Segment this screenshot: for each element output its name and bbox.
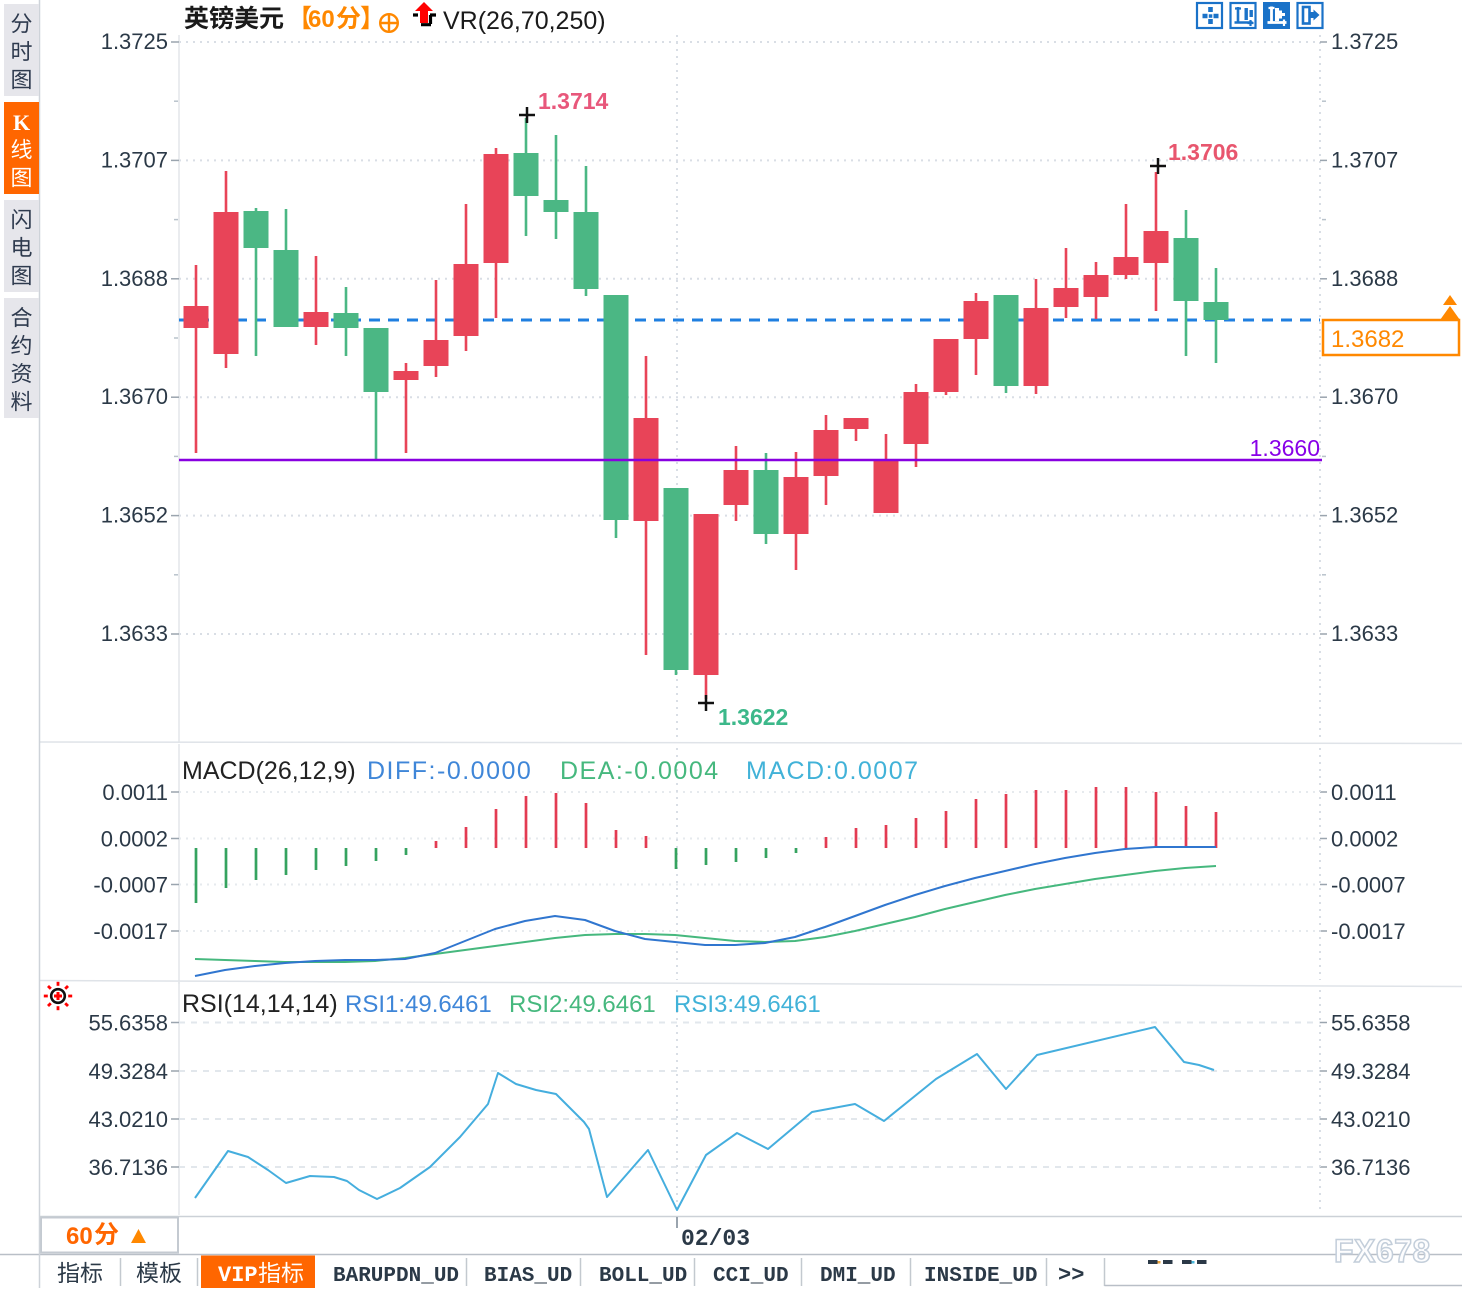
svg-text:RSI1:49.6461: RSI1:49.6461 [345,991,492,1018]
svg-text:CCI_UD: CCI_UD [713,1265,789,1288]
svg-text:0.0011: 0.0011 [1331,780,1397,805]
svg-text:1.3633: 1.3633 [1331,621,1398,646]
svg-text:1.3688: 1.3688 [101,266,168,291]
svg-text:-0.0017: -0.0017 [1331,919,1406,944]
svg-text:BIAS_UD: BIAS_UD [484,1265,572,1288]
svg-text:43.0210: 43.0210 [1331,1107,1411,1132]
svg-text:1.3652: 1.3652 [101,503,168,528]
svg-text:02/03: 02/03 [681,1226,750,1252]
svg-text:RSI(14,14,14): RSI(14,14,14) [182,990,338,1018]
svg-text:49.3284: 49.3284 [1331,1059,1411,1084]
svg-text:DMI_UD: DMI_UD [820,1265,896,1288]
svg-text:55.6358: 55.6358 [88,1011,168,1036]
svg-text:1.3707: 1.3707 [101,147,168,172]
svg-text:1.3622: 1.3622 [718,704,788,730]
svg-text:43.0210: 43.0210 [88,1107,168,1132]
svg-text:VIP: VIP [218,1263,258,1288]
svg-text:1.3660: 1.3660 [1250,435,1320,461]
svg-text:49.3284: 49.3284 [88,1059,168,1084]
svg-text:RSI2:49.6461: RSI2:49.6461 [509,991,656,1018]
svg-text:>>: >> [1058,1263,1084,1288]
svg-text:0.0002: 0.0002 [101,827,168,852]
svg-text:K: K [13,110,30,135]
svg-text:INSIDE_UD: INSIDE_UD [924,1265,1037,1288]
svg-text:1.3707: 1.3707 [1331,147,1398,172]
svg-text:-0.0007: -0.0007 [1331,873,1406,898]
svg-text:1.3652: 1.3652 [1331,503,1398,528]
svg-text:1.3725: 1.3725 [1331,29,1398,54]
svg-text:-0.0007: -0.0007 [93,873,168,898]
svg-text:-0.0017: -0.0017 [93,919,168,944]
svg-text:1.3633: 1.3633 [101,621,168,646]
svg-text:VR(26,70,250): VR(26,70,250) [443,7,606,35]
svg-text:DIFF:-0.0000: DIFF:-0.0000 [367,757,532,785]
svg-text:0.0002: 0.0002 [1331,827,1398,852]
svg-text:1.3670: 1.3670 [101,384,168,409]
svg-text:1.3725: 1.3725 [101,29,168,54]
svg-text:1.3688: 1.3688 [1331,266,1398,291]
svg-text:MACD(26,12,9): MACD(26,12,9) [182,757,356,785]
svg-text:MACD:0.0007: MACD:0.0007 [746,757,920,785]
svg-text:60: 60 [308,6,335,33]
svg-text:FX678: FX678 [1334,1233,1431,1269]
svg-text:36.7136: 36.7136 [88,1155,168,1180]
svg-text:BOLL_UD: BOLL_UD [599,1265,687,1288]
svg-text:55.6358: 55.6358 [1331,1011,1411,1036]
svg-text:1.3706: 1.3706 [1168,139,1238,165]
svg-text:BARUPDN_UD: BARUPDN_UD [333,1265,459,1288]
svg-text:RSI3:49.6461: RSI3:49.6461 [674,991,821,1018]
svg-text:36.7136: 36.7136 [1331,1155,1411,1180]
svg-text:60: 60 [66,1223,93,1250]
svg-text:DEA:-0.0004: DEA:-0.0004 [560,757,720,785]
svg-text:1.3682: 1.3682 [1331,326,1404,353]
svg-text:1.3670: 1.3670 [1331,384,1398,409]
svg-text:0.0011: 0.0011 [102,780,168,805]
svg-text:1.3714: 1.3714 [538,88,609,114]
